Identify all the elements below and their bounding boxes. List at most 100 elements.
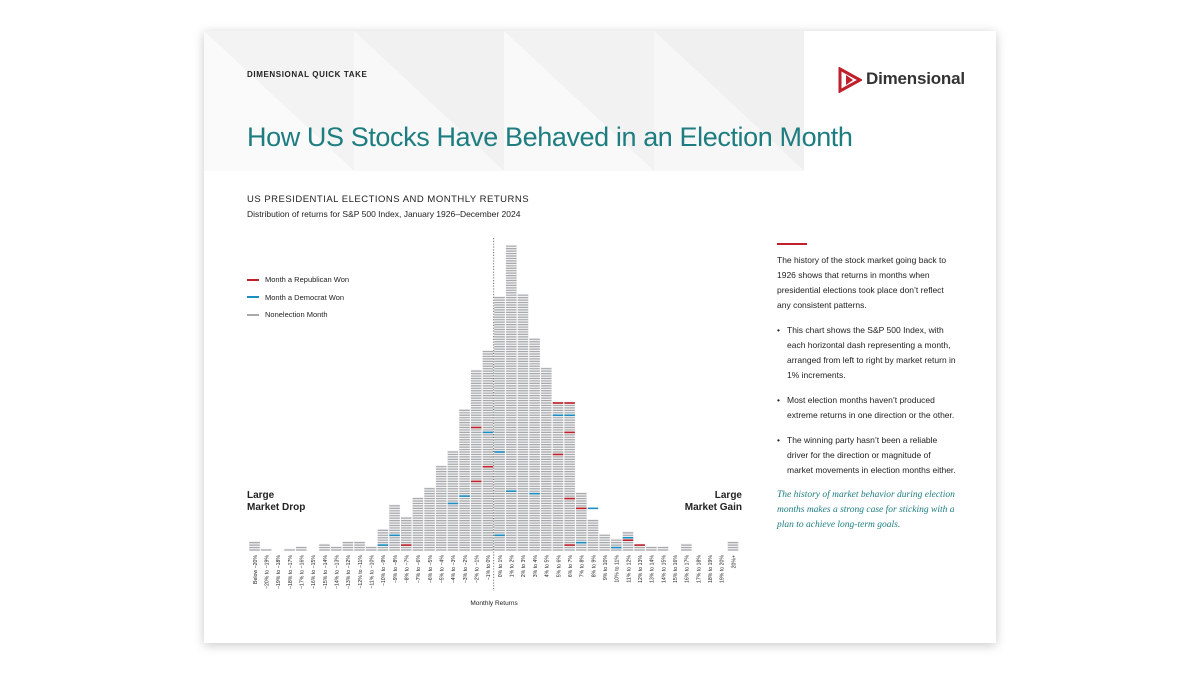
tick-label-12: −9% to −8% (393, 555, 399, 584)
bar-14 (412, 497, 424, 551)
bar-10 (365, 546, 377, 551)
bar-dashes-15 (424, 488, 435, 551)
bar-dashes-0 (249, 542, 260, 551)
tick-label-32: 11% to 12% (626, 555, 632, 583)
tick-label-16: −5% to −4% (440, 555, 446, 584)
tick-label-34: 13% to 14% (650, 555, 656, 583)
bar-dashes-8 (342, 542, 354, 551)
tick-label-8: −13% to −12% (346, 555, 352, 589)
bar-dashes-41 (727, 542, 739, 551)
bar-dashes-14 (412, 497, 424, 551)
bar-dashes-11 (377, 529, 389, 551)
bar-34 (645, 546, 657, 551)
bar-dashes-13 (401, 517, 412, 551)
tick-label-18: −3% to −2% (463, 555, 469, 584)
bullet-list: • This chart shows the S&P 500 Index, wit… (777, 323, 957, 478)
large-market-gain-line1: Large (714, 490, 742, 501)
bar-dashes-23 (517, 294, 529, 551)
tick-label-28: 7% to 8% (580, 555, 586, 578)
legend-label-democrat: Month a Democrat Won (265, 292, 345, 302)
bar-dashes-10 (366, 546, 377, 551)
dimensional-logo-icon (838, 67, 862, 93)
bar-dashes-35 (657, 546, 669, 551)
legend-label-nonelection: Nonelection Month (265, 310, 328, 319)
bar-20 (482, 350, 494, 551)
bullet-item: • Most election months haven’t produced e… (777, 393, 957, 423)
large-market-drop-line1: Large (247, 490, 275, 501)
bar-19 (470, 369, 482, 551)
bar-dashes-24 (529, 338, 540, 551)
tick-label-1: −20% to −19% (265, 555, 271, 589)
bar-15 (424, 487, 436, 551)
bar-dashes-29 (587, 520, 599, 551)
large-market-gain-line2: Market Gain (684, 502, 742, 513)
tick-label-26: 5% to 6% (556, 555, 562, 578)
bullet-text: Most election months haven’t produced ex… (787, 395, 955, 420)
chart-title: US PRESIDENTIAL ELECTIONS AND MONTHLY RE… (247, 194, 530, 205)
bar-35 (657, 546, 669, 551)
header-pattern (204, 31, 996, 171)
bar-8 (342, 541, 354, 551)
tick-label-24: 3% to 4% (533, 555, 539, 578)
bullet-glyph: • (777, 325, 780, 335)
tick-label-3: −18% to −17% (288, 555, 294, 589)
tick-label-6: −15% to −14% (323, 555, 329, 589)
header-band: DIMENSIONAL QUICK TAKE Dimensional How U… (204, 31, 996, 171)
returns-distribution-chart: Below −20% −20% to −19% −19% to −18% −18% t… (249, 238, 739, 607)
tick-label-10: −11% to −10% (370, 555, 376, 589)
tick-label-23: 2% to 3% (521, 555, 527, 578)
bar-21 (494, 296, 506, 551)
tick-label-35: 14% to 15% (661, 555, 667, 583)
chart-subtitle: Distribution of returns for S&P 500 Inde… (247, 209, 521, 219)
large-market-drop-label: Large Market Drop (247, 490, 305, 514)
bar-13 (400, 516, 412, 551)
tick-label-31: 10% to 11% (615, 555, 621, 583)
tick-label-38: 17% to 18% (696, 555, 702, 583)
bullet-item: • The winning party hasn’t been a reliabl… (777, 433, 957, 478)
bullet-text: The winning party hasn’t been a reliable… (787, 435, 956, 475)
tick-label-36: 15% to 16% (673, 555, 679, 583)
legend-item-republican: Month a Republican Won (247, 275, 349, 293)
tick-label-4: −17% to −16% (300, 555, 306, 589)
accent-rule (777, 243, 807, 245)
large-market-gain-label: Large Market Gain (682, 490, 742, 514)
bar-9 (354, 541, 366, 551)
bar-dashes-28 (576, 493, 587, 551)
legend-item-nonelection: Nonelection Month (247, 310, 349, 328)
bullet-item: • This chart shows the S&P 500 Index, wit… (777, 323, 957, 383)
tick-label-37: 16% to 17% (685, 555, 691, 583)
bar-41 (727, 541, 739, 551)
bar-dashes-7 (330, 546, 342, 551)
document-page: DIMENSIONAL QUICK TAKE Dimensional How U… (204, 31, 996, 643)
bar-dashes-19 (471, 370, 482, 551)
legend-label-republican: Month a Republican Won (265, 275, 350, 284)
bar-dashes-16 (436, 466, 447, 551)
tick-label-27: 6% to 7% (568, 555, 574, 578)
logo-wordmark: Dimensional (866, 69, 965, 88)
large-market-drop-line2: Market Drop (247, 502, 306, 513)
intro-paragraph: The history of the stock market going ba… (777, 255, 947, 310)
bar-dashes-21 (494, 297, 505, 551)
bar-dashes-4 (295, 546, 307, 551)
key-takeaway-quote: The history of market behavior during el… (777, 490, 955, 530)
tick-label-41: 20%+ (731, 555, 737, 568)
kicker-label: DIMENSIONAL QUICK TAKE (247, 70, 368, 79)
bar-4 (295, 546, 307, 551)
bar-dashes-6 (319, 544, 330, 551)
legend-swatch-nonelection (247, 313, 259, 316)
tick-label-0: Below −20% (253, 555, 259, 584)
tick-label-29: 8% to 9% (591, 555, 597, 578)
legend-item-democrat: Month a Democrat Won (247, 293, 349, 311)
bar-dashes-34 (646, 546, 657, 551)
bar-dashes-18 (459, 409, 470, 551)
tick-label-25: 4% to 5% (545, 555, 551, 578)
tick-label-19: −2% to −1% (475, 555, 481, 584)
bullet-text: This chart shows the S&P 500 Index, with… (787, 325, 956, 380)
bar-dashes-30 (599, 534, 610, 551)
tick-label-2: −19% to −18% (276, 555, 282, 589)
bar-dashes-20 (482, 350, 494, 551)
bar-dashes-25 (541, 368, 552, 551)
bar-32 (622, 531, 634, 551)
bar-dashes-27 (564, 402, 575, 551)
tick-label-40: 19% to 20% (720, 555, 726, 583)
